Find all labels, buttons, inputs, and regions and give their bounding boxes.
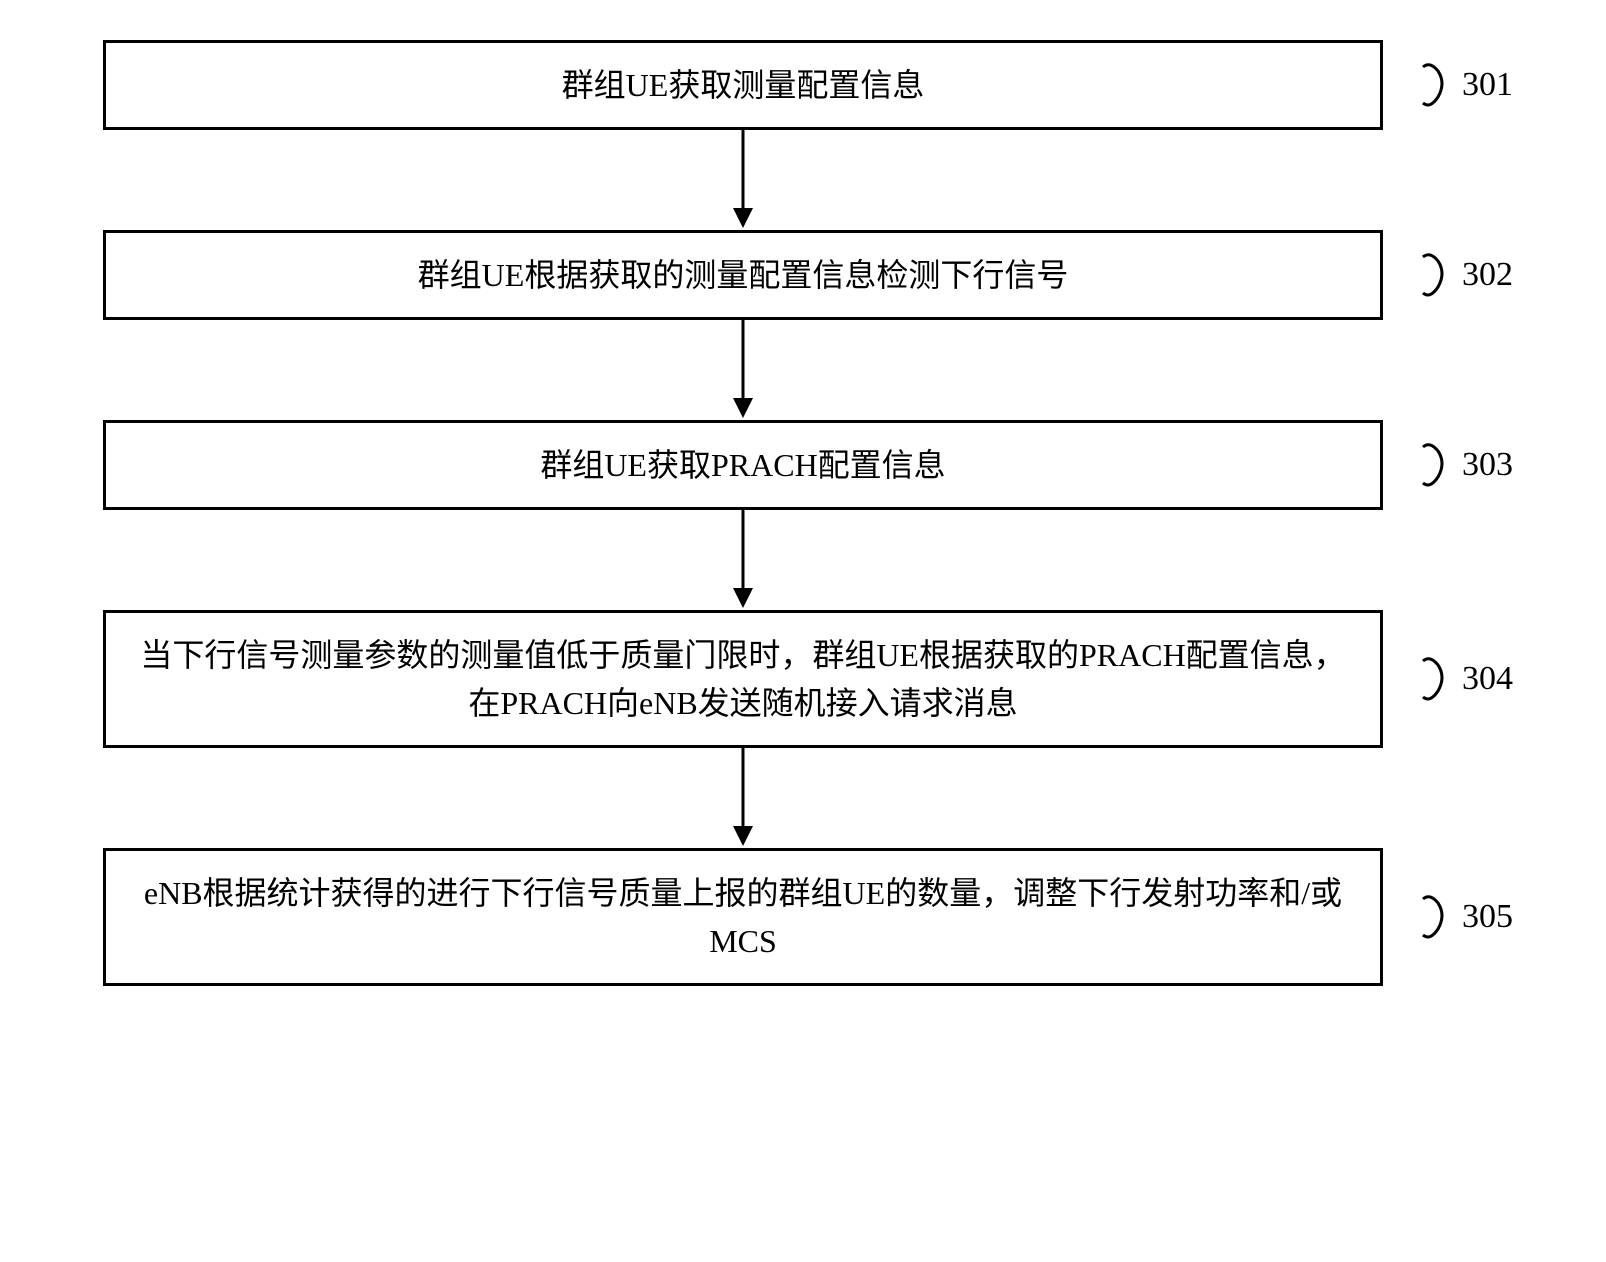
- bracket-icon: [1420, 439, 1456, 491]
- arrow-down-icon: [723, 130, 763, 230]
- arrow-301-302: [103, 130, 1383, 230]
- step-305: eNB根据统计获得的进行下行信号质量上报的群组UE的数量，调整下行发射功率和/或…: [103, 848, 1503, 986]
- bracket-icon: [1420, 59, 1456, 111]
- step-text: 群组UE根据获取的测量配置信息检测下行信号: [418, 251, 1069, 299]
- step-label: 304: [1420, 653, 1513, 705]
- arrow-303-304: [103, 510, 1383, 610]
- step-301: 群组UE获取测量配置信息 301: [103, 40, 1503, 130]
- bracket-icon: [1420, 653, 1456, 705]
- arrow-down-icon: [723, 510, 763, 610]
- step-label: 303: [1420, 439, 1513, 491]
- step-label: 305: [1420, 891, 1513, 943]
- arrow-302-303: [103, 320, 1383, 420]
- flowchart-container: 群组UE获取测量配置信息 301 群组UE根据获取的测量配置信息检测下行信号 3…: [103, 40, 1503, 986]
- step-304: 当下行信号测量参数的测量值低于质量门限时，群组UE根据获取的PRACH配置信息，…: [103, 610, 1503, 748]
- step-box: eNB根据统计获得的进行下行信号质量上报的群组UE的数量，调整下行发射功率和/或…: [103, 848, 1383, 986]
- arrow-304-305: [103, 748, 1383, 848]
- step-label-text: 305: [1462, 898, 1513, 936]
- arrow-down-icon: [723, 320, 763, 420]
- arrow-down-icon: [723, 748, 763, 848]
- step-label-text: 301: [1462, 66, 1513, 104]
- step-303: 群组UE获取PRACH配置信息 303: [103, 420, 1503, 510]
- step-box: 当下行信号测量参数的测量值低于质量门限时，群组UE根据获取的PRACH配置信息，…: [103, 610, 1383, 748]
- step-label-text: 304: [1462, 660, 1513, 698]
- step-text: 群组UE获取测量配置信息: [562, 61, 925, 109]
- step-box: 群组UE获取PRACH配置信息: [103, 420, 1383, 510]
- step-text: 当下行信号测量参数的测量值低于质量门限时，群组UE根据获取的PRACH配置信息，…: [136, 631, 1350, 727]
- step-box: 群组UE根据获取的测量配置信息检测下行信号: [103, 230, 1383, 320]
- step-text: eNB根据统计获得的进行下行信号质量上报的群组UE的数量，调整下行发射功率和/或…: [136, 869, 1350, 965]
- step-text: 群组UE获取PRACH配置信息: [540, 441, 945, 489]
- bracket-icon: [1420, 249, 1456, 301]
- step-302: 群组UE根据获取的测量配置信息检测下行信号 302: [103, 230, 1503, 320]
- step-box: 群组UE获取测量配置信息: [103, 40, 1383, 130]
- bracket-icon: [1420, 891, 1456, 943]
- step-label: 301: [1420, 59, 1513, 111]
- step-label-text: 302: [1462, 256, 1513, 294]
- step-label-text: 303: [1462, 446, 1513, 484]
- step-label: 302: [1420, 249, 1513, 301]
